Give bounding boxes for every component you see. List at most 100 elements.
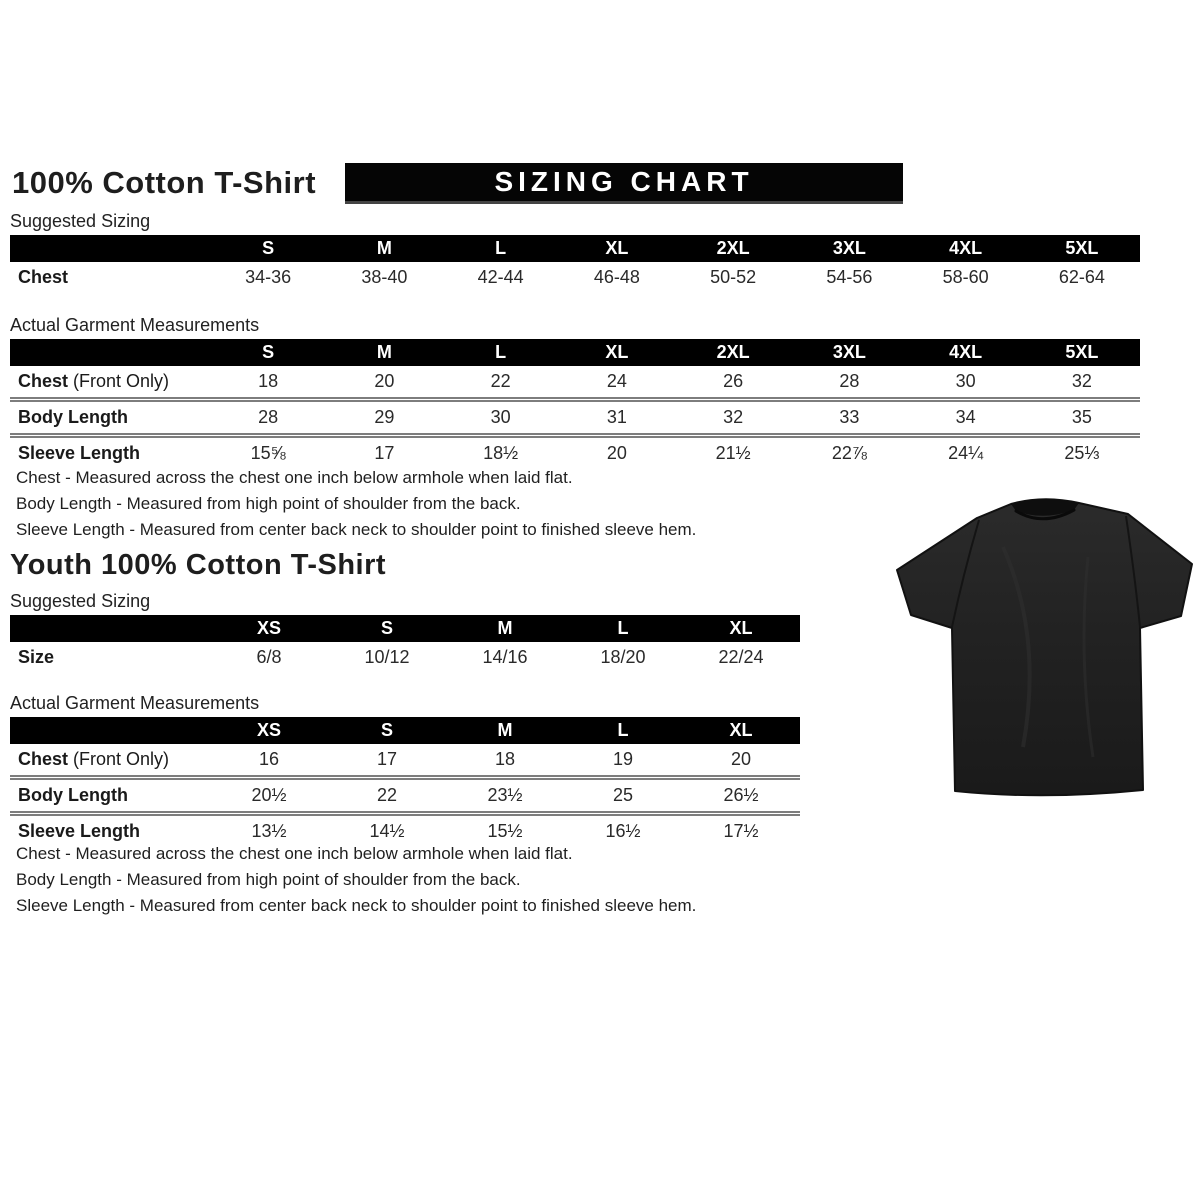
size-column-header: 5XL: [1023, 339, 1140, 366]
measurement-row: Body Length 28 29 30 31 32 33 34 35: [10, 397, 1140, 436]
youth-suggested-table-block: XS S M L XL Size 6/8 10/12 14/16 18/20 22/24: [10, 615, 800, 673]
youth-actual-table-block: XS S M L XL Chest (Front Only) 16 17 18 19 20 Body …: [10, 717, 800, 847]
measurement-value: 32: [1071, 371, 1092, 391]
adult-actual-measurements-label: Actual Garment Measurements: [10, 315, 260, 335]
size-column-header: M: [446, 717, 564, 744]
note-line: Body Length - Measured from high point o…: [16, 870, 521, 889]
measurement-value: 13½: [210, 811, 328, 847]
youth-actual-table: XS S M L XL Chest (Front Only) 16 17 18 19 20 Body …: [10, 717, 800, 847]
size-column-header: 3XL: [791, 339, 908, 366]
measurement-value: 18½: [442, 433, 559, 469]
size-column-header: L: [442, 339, 559, 366]
measurement-value: 18/20: [600, 647, 646, 667]
measurement-value: 62-64: [1058, 267, 1105, 287]
measurement-value: 17½: [682, 811, 800, 847]
row-label: Sleeve Length: [10, 433, 210, 469]
size-column-header: 3XL: [791, 235, 908, 262]
measurement-value: 34: [907, 397, 1024, 436]
measurement-value: 35: [1023, 397, 1140, 436]
measurement-value: 18: [494, 749, 516, 769]
measurement-value: 54-56: [826, 267, 873, 287]
measurement-value: 29: [326, 397, 443, 436]
size-column-header: M: [326, 339, 443, 366]
measurement-value: 38-40: [361, 267, 408, 287]
row-label: Sleeve Length: [10, 811, 210, 847]
adult-actual-table-block: S M L XL 2XL 3XL 4XL 5XL Chest (Front Only) 18 20 2…: [10, 339, 1140, 469]
adult-suggested-table-block: S M L XL 2XL 3XL 4XL 5XL Chest 34-36 38-40 42-44 46-…: [10, 235, 1140, 293]
measurement-value: 16½: [564, 811, 682, 847]
measurement-value: 32: [675, 397, 792, 436]
measurement-value: 42-44: [477, 267, 524, 287]
measurement-value: 10/12: [364, 647, 410, 667]
black-tshirt-graphic: [896, 498, 1193, 797]
measurement-value: 21½: [675, 433, 792, 469]
size-column-header: L: [442, 235, 559, 262]
size-column-header: XS: [210, 717, 328, 744]
youth-title: Youth 100% Cotton T-Shirt: [10, 549, 387, 581]
size-column-header: 2XL: [675, 235, 792, 262]
measurement-row: Body Length 20½ 22 23½ 25 26½: [10, 775, 800, 814]
measurement-value: 6/8: [256, 647, 282, 667]
size-column-header: XL: [558, 235, 675, 262]
measurement-value: 19: [612, 749, 634, 769]
row-label: Chest: [18, 267, 69, 287]
note-line: Sleeve Length - Measured from center bac…: [16, 520, 697, 539]
measurement-row: Size 6/8 10/12 14/16 18/20 22/24: [10, 642, 800, 673]
header-corner-cell: [10, 339, 210, 366]
measurement-value: 23½: [446, 775, 564, 814]
size-column-header: 2XL: [675, 339, 792, 366]
note-line: Sleeve Length - Measured from center bac…: [16, 896, 697, 915]
size-column-header: L: [564, 717, 682, 744]
measurement-value: 33: [791, 397, 908, 436]
row-label: Body Length: [10, 775, 210, 814]
measurement-value: 18: [258, 371, 279, 391]
row-label: Chest (Front Only): [18, 371, 170, 391]
measurement-value: 22/24: [718, 647, 764, 667]
measurement-value: 16: [258, 749, 280, 769]
header-corner-cell: [10, 717, 210, 744]
tshirt-photo: [893, 487, 1193, 802]
size-header-row: S M L XL 2XL 3XL 4XL 5XL: [10, 235, 1140, 262]
size-column-header: 4XL: [907, 235, 1024, 262]
size-column-header: S: [210, 339, 327, 366]
measurement-value: 22: [328, 775, 446, 814]
measurement-value: 46-48: [593, 267, 640, 287]
measurement-value: 28: [210, 397, 327, 436]
youth-actual-measurements-label: Actual Garment Measurements: [10, 693, 260, 713]
measurement-value: 14½: [328, 811, 446, 847]
measurement-value: 20: [374, 371, 395, 391]
header-row: 100% Cotton T-Shirt SIZING CHART: [10, 163, 1150, 209]
adult-suggested-table: S M L XL 2XL 3XL 4XL 5XL Chest 34-36 38-40 42-44 46-…: [10, 235, 1140, 293]
measurement-value: 22⅞: [791, 433, 908, 469]
measurement-value: 26½: [682, 775, 800, 814]
sizing-chart-content: 100% Cotton T-Shirt SIZING CHART Suggest…: [10, 163, 1150, 915]
size-column-header: S: [328, 615, 446, 642]
measurement-value: 30: [955, 371, 976, 391]
measurement-value: 15⅝: [210, 433, 327, 469]
measurement-value: 14/16: [482, 647, 528, 667]
row-label: Body Length: [10, 397, 210, 436]
youth-suggested-table: XS S M L XL Size 6/8 10/12 14/16 18/20 22/24: [10, 615, 800, 673]
row-label: Size: [18, 647, 55, 667]
measurement-value: 25: [564, 775, 682, 814]
measurement-value: 34-36: [245, 267, 292, 287]
size-column-header: S: [328, 717, 446, 744]
measurement-value: 22: [490, 371, 511, 391]
note-line: Chest - Measured across the chest one in…: [16, 468, 573, 487]
size-column-header: 4XL: [907, 339, 1024, 366]
measurement-value: 31: [558, 397, 675, 436]
size-column-header: M: [326, 235, 443, 262]
adult-actual-table: S M L XL 2XL 3XL 4XL 5XL Chest (Front Only) 18 20 2…: [10, 339, 1140, 469]
measurement-row: Chest (Front Only) 18 20 22 24 26 28 30 32: [10, 366, 1140, 400]
measurement-value: 28: [839, 371, 860, 391]
measurement-row: Chest (Front Only) 16 17 18 19 20: [10, 744, 800, 778]
page-title: 100% Cotton T-Shirt: [12, 165, 317, 200]
adult-measurement-notes: Chest - Measured across the chest one in…: [10, 465, 696, 543]
size-header-row: XS S M L XL: [10, 717, 800, 744]
row-label: Chest (Front Only): [18, 749, 170, 769]
header-corner-cell: [10, 235, 210, 262]
header-corner-cell: [10, 615, 210, 642]
measurement-value: 20: [730, 749, 752, 769]
measurement-value: 26: [723, 371, 744, 391]
